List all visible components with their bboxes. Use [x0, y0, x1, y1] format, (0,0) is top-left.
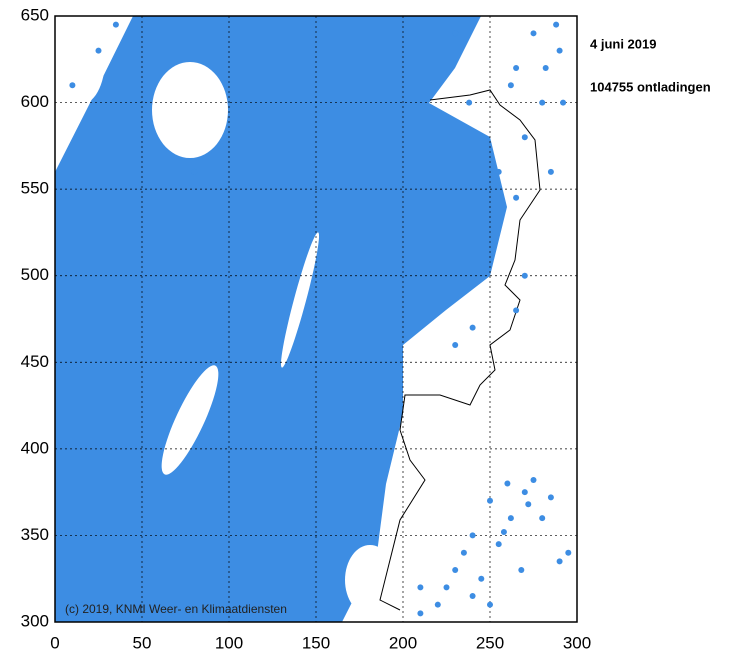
discharge-point [513, 194, 520, 201]
coastline [379, 89, 541, 611]
copyright: (c) 2019, KNMI Weer- en Klimaatdiensten [65, 602, 287, 616]
discharge-point [495, 168, 502, 175]
discharge-point [513, 307, 520, 314]
discharge-point [547, 494, 554, 501]
discharge-point [478, 575, 485, 582]
discharge-point [542, 64, 549, 71]
y-tick-label: 350 [21, 525, 49, 544]
y-tick-label: 600 [21, 92, 49, 111]
discharge-point [500, 528, 507, 535]
x-tick-label: 0 [50, 633, 59, 652]
x-tick-label: 200 [389, 633, 417, 652]
discharge-point [112, 21, 119, 28]
discharge-point [452, 341, 459, 348]
discharge-point [507, 82, 514, 89]
discharge-point [217, 142, 224, 149]
x-tick-label: 100 [215, 633, 243, 652]
discharge-point [460, 549, 467, 556]
discharge-point [539, 515, 546, 522]
discharge-point [466, 99, 473, 106]
y-tick-label: 300 [21, 611, 49, 630]
discharge-point [521, 134, 528, 141]
y-tick-label: 650 [21, 5, 49, 24]
y-tick-label: 550 [21, 179, 49, 198]
discharge-point [504, 480, 511, 487]
discharge-point [417, 584, 424, 591]
date-label: 4 juni 2019 [590, 36, 656, 51]
discharge-point [547, 168, 554, 175]
density-area [55, 15, 507, 622]
y-tick-label: 400 [21, 438, 49, 457]
discharge-point [525, 501, 532, 508]
discharge-point [452, 30, 459, 37]
discharge-point [513, 64, 520, 71]
discharge-point [556, 47, 563, 54]
x-tick-label: 300 [563, 633, 591, 652]
y-tick-label: 450 [21, 352, 49, 371]
discharge-point [469, 532, 476, 539]
x-tick-label: 250 [476, 633, 504, 652]
discharge-point [565, 549, 572, 556]
discharge-point [487, 497, 493, 504]
discharge-point [434, 601, 441, 608]
discharge-point [495, 541, 502, 548]
discharge-point [69, 82, 76, 89]
discharge-point [518, 567, 525, 574]
discharge-point [452, 567, 459, 574]
discharge-point [560, 99, 567, 106]
discharge-point [95, 47, 102, 54]
discharge-point [556, 558, 563, 565]
discharge-point [521, 489, 528, 496]
discharge-point [530, 30, 537, 37]
discharge-point [191, 168, 198, 175]
discharge-point [469, 593, 476, 600]
discharge-point [553, 21, 560, 28]
discharge-point [521, 272, 528, 279]
discharge-point [487, 601, 493, 608]
count-label: 104755 ontladingen [590, 79, 711, 94]
discharge-point [530, 477, 537, 484]
discharge-point [507, 515, 514, 522]
discharge-point [469, 324, 476, 331]
x-tick-label: 50 [133, 633, 152, 652]
discharge-point [417, 610, 424, 617]
discharge-point [539, 99, 546, 106]
plot-frame [54, 15, 578, 623]
y-tick-label: 500 [21, 265, 49, 284]
discharge-point [443, 584, 450, 591]
x-tick-label: 150 [302, 633, 330, 652]
